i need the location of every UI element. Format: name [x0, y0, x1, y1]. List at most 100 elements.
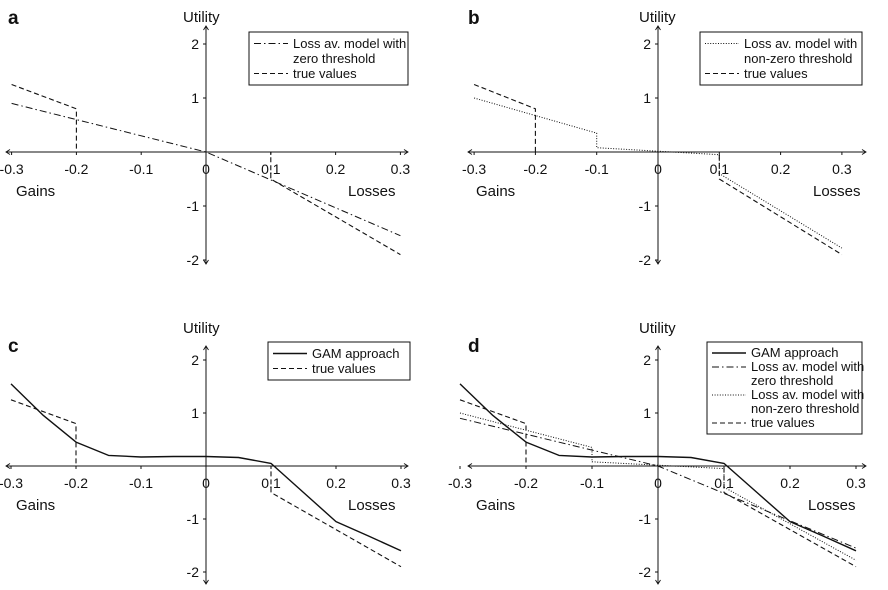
legend-label: zero threshold: [751, 373, 833, 388]
legend-label: Loss av. model with: [751, 387, 864, 402]
y-axis-title: Utility: [639, 9, 676, 26]
legend-label: non-zero threshold: [744, 51, 852, 66]
x-tick-label: -0.3: [0, 475, 23, 491]
legend-label: non-zero threshold: [751, 401, 859, 416]
y-tick-label: 1: [643, 90, 651, 106]
y-tick-label: -1: [639, 511, 652, 527]
x-tick-label: 0.3: [391, 475, 411, 491]
axis-arrowhead: [5, 149, 11, 155]
panel-letter: b: [468, 8, 480, 29]
x-axis-title-gains: Gains: [16, 183, 55, 200]
legend-label: GAM approach: [751, 345, 838, 360]
x-tick-label: -0.1: [580, 475, 604, 491]
y-tick-label: -1: [187, 198, 200, 214]
axis-arrowhead: [403, 149, 409, 155]
legend-label: Loss av. model with: [744, 36, 857, 51]
legend-label: Loss av. model with: [751, 359, 864, 374]
x-tick-label: 0: [654, 475, 662, 491]
legend-label: GAM approach: [312, 346, 399, 361]
legend-label: true values: [751, 415, 815, 430]
panel-c: c-0.3 -0.2 -0.1 0 0.1 0.2 0.321-1-2UtilityGain…: [0, 320, 411, 585]
axis-arrowhead: [655, 579, 661, 585]
panel-letter: c: [8, 336, 19, 357]
x-tick-label: -0.3: [462, 161, 486, 177]
x-tick-label: -0.1: [129, 475, 153, 491]
y-tick-label: 2: [643, 352, 651, 368]
axis-arrowhead: [655, 345, 661, 351]
x-axis-title-losses: Losses: [348, 497, 396, 514]
panel-b: b -0.3 -0.2 -0.1 0 0.1 0.2 0.3 2 1 -1 -2 Utility Gain…: [462, 8, 867, 268]
x-tick-label: -0.3: [0, 161, 24, 177]
panel-letter: d: [468, 336, 480, 357]
x-axis-title-losses: Losses: [813, 183, 861, 200]
x-tick-label: 0.3: [832, 161, 852, 177]
y-tick-label: -2: [187, 564, 200, 580]
x-tick-label: -0.3: [448, 475, 472, 491]
y-axis-title: Utility: [639, 320, 676, 337]
legend-box: [706, 341, 863, 435]
series-line-dashed: [473, 83, 843, 256]
y-tick-label: -1: [639, 198, 652, 214]
x-tick-label: 0.2: [326, 161, 346, 177]
legend-label: zero threshold: [293, 51, 375, 66]
x-tick-label: 0.3: [846, 475, 866, 491]
y-tick-label: -1: [187, 511, 200, 527]
axis-arrowhead: [203, 579, 209, 585]
x-tick-label: 0.2: [771, 161, 791, 177]
series-line-dashed: [10, 399, 402, 568]
legend-box: [267, 341, 411, 381]
x-tick-label: -0.1: [129, 161, 153, 177]
y-tick-label: 1: [191, 90, 199, 106]
axis-arrowhead: [203, 25, 209, 31]
legend-label: Loss av. model with: [293, 36, 406, 51]
axis-arrowhead: [203, 345, 209, 351]
x-axis-title-losses: Losses: [808, 497, 856, 514]
axis-arrowhead: [655, 25, 661, 31]
x-tick-label: -0.1: [585, 161, 609, 177]
axis-arrowhead: [203, 259, 209, 265]
x-tick-label: -0.2: [64, 475, 88, 491]
x-tick-label: 0.2: [780, 475, 800, 491]
axis-arrowhead: [5, 463, 11, 469]
y-tick-label: 2: [191, 36, 199, 52]
axis-arrowhead: [861, 463, 867, 469]
x-tick-label: 0: [654, 161, 662, 177]
y-tick-label: -2: [639, 252, 652, 268]
axis-arrowhead: [403, 463, 409, 469]
series-line-dashed: [459, 399, 857, 568]
legend-box: [699, 31, 863, 86]
y-tick-label: 2: [643, 36, 651, 52]
y-tick-label: 2: [191, 352, 199, 368]
x-axis-title-gains: Gains: [16, 497, 55, 514]
x-tick-label: 0.3: [391, 161, 411, 177]
panel-letter: a: [8, 8, 19, 29]
x-tick-label: -0.2: [523, 161, 547, 177]
legend-label: true values: [293, 66, 357, 81]
axis-arrowhead: [467, 463, 473, 469]
y-axis-title: Utility: [183, 9, 220, 26]
axis-arrowhead: [467, 149, 473, 155]
series-line-dashed: [11, 83, 401, 256]
y-tick-label: -2: [639, 564, 652, 580]
series-line-solid: [10, 383, 402, 552]
y-tick-label: -2: [187, 252, 200, 268]
panel-a: a-0.3 -0.2 -0.1 0 0.1 0.2 0.321-1-2UtilityGain…: [0, 8, 410, 268]
y-tick-label: 1: [643, 405, 651, 421]
y-axis-title: Utility: [183, 320, 220, 337]
x-tick-label: 0: [202, 475, 210, 491]
legend-label: true values: [744, 66, 808, 81]
axis-arrowhead: [655, 259, 661, 265]
x-axis-title-losses: Losses: [348, 183, 396, 200]
x-tick-label: -0.2: [514, 475, 538, 491]
series-line-dotted: [473, 97, 843, 249]
panel-d: d-0.3 -0.2 -0.1 0 0.1 0.2 0.321-1-2UtilityGain…: [448, 320, 867, 585]
y-tick-label: 1: [191, 405, 199, 421]
x-tick-label: 0: [202, 161, 210, 177]
axis-arrowhead: [861, 149, 867, 155]
legend-box: [248, 31, 409, 86]
